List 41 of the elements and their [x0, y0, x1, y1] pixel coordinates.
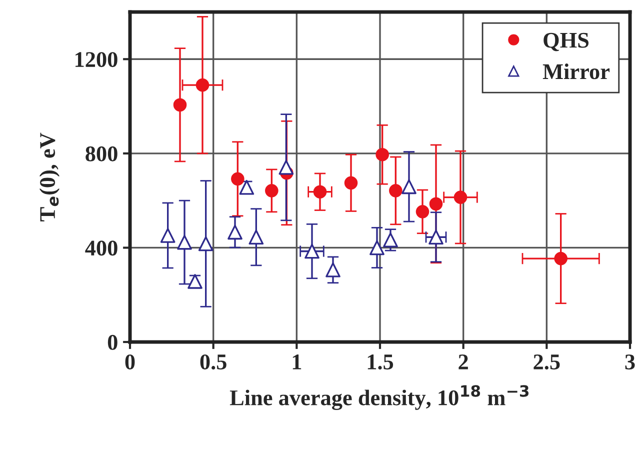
- point: [239, 180, 254, 195]
- x-tick-label: 0: [125, 354, 135, 370]
- point: [177, 234, 192, 250]
- x-axis-title: Line average density, 10$^{18}$ m$^{−3}$: [230, 385, 529, 410]
- point: [228, 224, 242, 240]
- point: [304, 244, 320, 259]
- point: [402, 179, 416, 194]
- point: [278, 160, 294, 175]
- point: [416, 205, 430, 218]
- point: [265, 184, 278, 198]
- legend-label: QHS: [544, 32, 589, 52]
- x-tick-label: 3: [625, 354, 635, 370]
- y-tick-label: 800: [86, 146, 118, 162]
- point: [196, 78, 210, 92]
- point: [383, 232, 398, 248]
- point: [389, 184, 402, 198]
- point: [188, 274, 202, 289]
- y-tick-label: 0: [108, 334, 118, 350]
- point: [370, 240, 384, 256]
- point: [160, 228, 176, 243]
- point: [231, 172, 244, 186]
- y-tick-label: 1200: [76, 52, 118, 68]
- x-tick-label: 0.5: [200, 354, 226, 370]
- point: [428, 230, 444, 245]
- x-tick-label: 1.5: [368, 354, 394, 370]
- x-tick-label: 1: [292, 354, 302, 370]
- x-tick-label: 2: [458, 354, 468, 370]
- legend-label: Mirror: [542, 64, 610, 80]
- y-axis-title: T$_{e}$(0), eV: [39, 132, 60, 222]
- point: [198, 236, 214, 252]
- point: [429, 197, 443, 211]
- y-tick-label: 400: [85, 240, 118, 256]
- point: [376, 148, 389, 162]
- x-tick-label: 2.5: [534, 354, 560, 370]
- point: [313, 185, 327, 198]
- point: [554, 252, 568, 266]
- point: [344, 176, 358, 190]
- point: [173, 98, 187, 112]
- point: [454, 190, 468, 204]
- point: [248, 230, 264, 245]
- point: [326, 262, 340, 278]
